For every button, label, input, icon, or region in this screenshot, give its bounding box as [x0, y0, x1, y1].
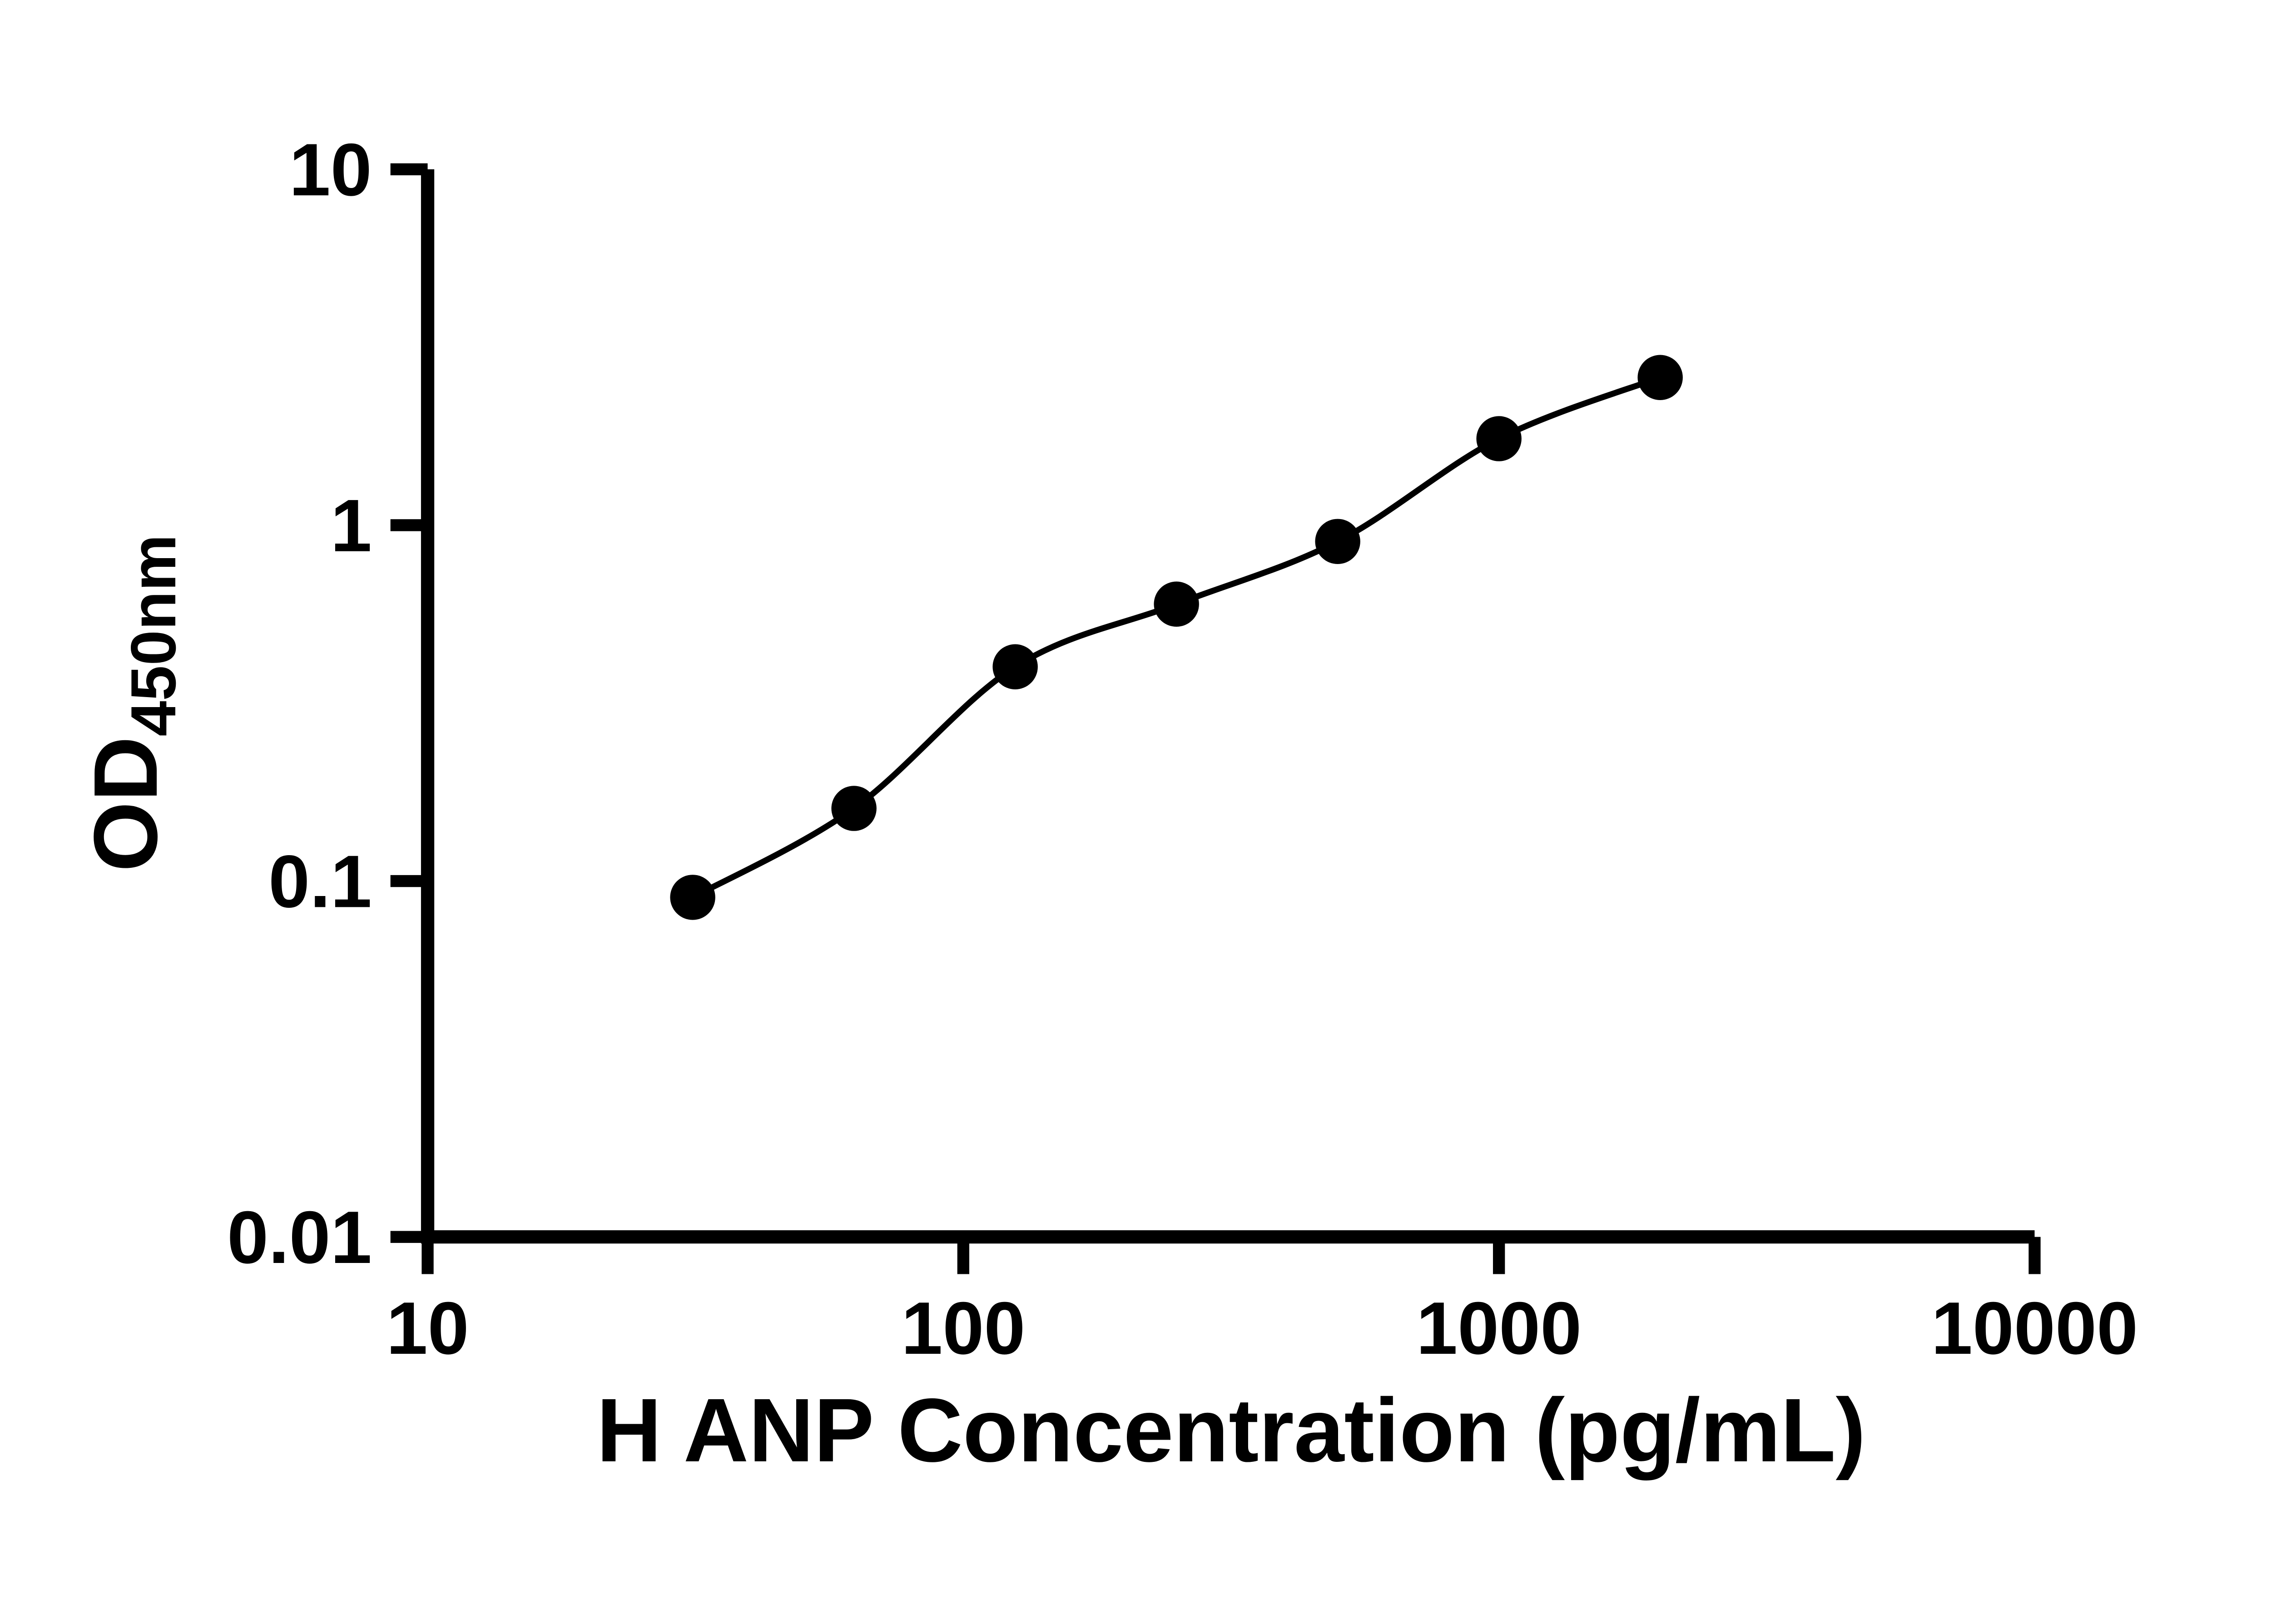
data-point	[1637, 355, 1683, 400]
y-axis-title: OD450nm	[75, 535, 189, 872]
x-tick-label: 10000	[1931, 1287, 2138, 1370]
x-tick-label: 10	[386, 1287, 469, 1370]
y-tick-label: 0.1	[268, 840, 372, 923]
y-tick-label: 10	[289, 128, 372, 211]
data-point	[1154, 581, 1199, 627]
y-tick-label: 1	[331, 484, 372, 567]
x-axis-title: H ANP Concentration (pg/mL)	[596, 1380, 1866, 1481]
y-axis-title-subscript: 450nm	[118, 535, 189, 737]
data-point	[1315, 519, 1360, 564]
data-point	[831, 786, 877, 831]
axis-frame	[421, 169, 2035, 1244]
y-tick-label: 0.01	[227, 1196, 372, 1279]
x-tick-label: 100	[901, 1287, 1025, 1370]
data-point	[1476, 416, 1522, 461]
y-axis-title-main: OD	[75, 736, 176, 871]
data-point	[992, 644, 1038, 689]
x-tick-label: 1000	[1416, 1287, 1582, 1370]
data-point	[670, 875, 715, 920]
